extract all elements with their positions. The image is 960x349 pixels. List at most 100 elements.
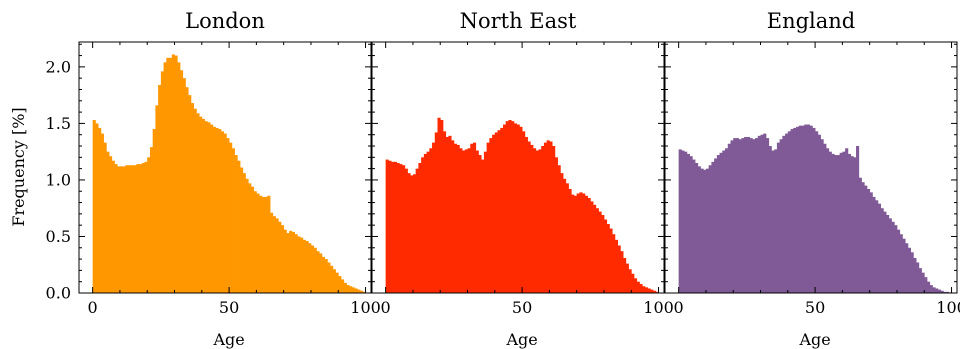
bar <box>760 134 764 293</box>
bar <box>877 203 881 293</box>
bar <box>218 129 222 293</box>
bar <box>332 269 336 293</box>
bar <box>823 143 827 293</box>
bar <box>467 148 471 293</box>
bar <box>571 194 575 293</box>
bar <box>943 291 947 293</box>
bar <box>831 153 835 293</box>
bar <box>768 146 772 293</box>
bar <box>774 149 778 293</box>
bar <box>351 287 356 293</box>
bar <box>880 208 884 293</box>
bar <box>894 225 898 293</box>
bar <box>875 200 879 293</box>
bar <box>787 131 791 293</box>
bar <box>543 142 548 293</box>
bar <box>357 289 361 293</box>
bar <box>576 193 580 293</box>
panel-north-east: 0 50 100 North East Age <box>371 9 674 349</box>
bar <box>231 148 235 293</box>
bar <box>106 151 110 293</box>
bar <box>921 272 925 293</box>
bar <box>910 252 914 293</box>
bar <box>109 156 113 293</box>
bar <box>245 178 249 293</box>
bar <box>633 278 638 293</box>
bar <box>776 142 781 293</box>
bar <box>215 127 219 294</box>
bar <box>804 124 808 293</box>
bar <box>149 147 154 293</box>
bar <box>916 262 920 293</box>
bar <box>584 195 588 293</box>
bar <box>508 120 512 293</box>
bar <box>593 204 597 293</box>
bar <box>470 143 474 293</box>
bar <box>888 218 892 293</box>
bar <box>494 132 498 293</box>
bar <box>412 174 417 293</box>
bar <box>795 126 800 293</box>
x-tick-label: 100 <box>643 298 674 317</box>
bar <box>133 165 137 293</box>
bar <box>749 138 753 293</box>
bar <box>396 162 400 293</box>
x-axis-label: Age <box>212 330 244 349</box>
bar <box>308 243 312 293</box>
bar <box>899 234 903 293</box>
bar <box>883 211 887 293</box>
bar <box>719 152 723 293</box>
bar <box>782 135 786 293</box>
bar <box>475 150 479 293</box>
bar <box>606 224 610 293</box>
bar <box>158 84 162 294</box>
bar <box>190 103 195 293</box>
bar <box>492 134 496 293</box>
bar <box>489 138 493 293</box>
bar <box>171 54 175 293</box>
bar <box>785 133 789 293</box>
bar <box>836 155 841 293</box>
bar <box>429 148 433 293</box>
bar <box>111 160 115 293</box>
bar <box>765 138 770 293</box>
bar <box>872 196 876 293</box>
bar <box>144 161 148 293</box>
bar <box>918 268 922 293</box>
bar <box>697 166 701 293</box>
bar <box>741 138 745 293</box>
bar <box>817 134 821 293</box>
bar <box>226 138 230 293</box>
bar <box>913 257 917 293</box>
panel-title: London <box>185 9 265 33</box>
bar <box>806 124 811 293</box>
bar <box>620 251 624 293</box>
bar <box>524 136 528 293</box>
bar <box>319 253 323 293</box>
axes-frame <box>664 41 958 294</box>
bar <box>828 151 832 293</box>
bar <box>234 155 238 293</box>
bar <box>182 78 186 294</box>
bar <box>847 153 851 293</box>
bar <box>280 225 285 293</box>
bar <box>212 126 216 293</box>
bar <box>497 130 501 293</box>
bar <box>310 245 315 293</box>
bar <box>628 269 632 293</box>
y-tick-label: 1.5 <box>46 114 71 133</box>
bar <box>136 164 140 293</box>
bar <box>385 159 389 293</box>
bar <box>278 221 282 293</box>
bar <box>598 211 602 293</box>
bar <box>735 138 740 293</box>
bar <box>826 148 830 293</box>
bar <box>418 162 422 293</box>
bar <box>850 156 854 293</box>
bar <box>725 148 729 293</box>
bar <box>703 169 707 293</box>
bar <box>636 281 640 293</box>
bar <box>324 259 328 293</box>
bar <box>563 178 567 293</box>
bar <box>552 146 556 293</box>
